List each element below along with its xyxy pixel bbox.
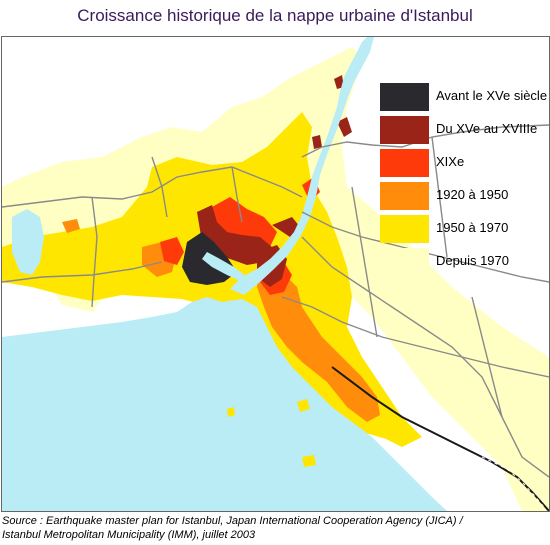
legend-item: XIXe xyxy=(378,149,549,177)
lake xyxy=(12,209,44,275)
legend-item: 1950 à 1970 xyxy=(378,215,549,243)
legend-swatch xyxy=(380,215,429,243)
legend-swatch xyxy=(380,182,429,210)
legend-item: Depuis 1970 xyxy=(378,248,549,276)
legend-swatch xyxy=(380,248,429,276)
legend-swatch xyxy=(380,149,429,177)
legend-item: Avant le XVe siècle xyxy=(378,83,549,111)
roads xyxy=(2,124,549,478)
golden-horn xyxy=(202,252,247,282)
map-title: Croissance historique de la nappe urbain… xyxy=(77,6,473,25)
railway xyxy=(331,366,549,511)
legend-item: Du XVe au XVIIIe xyxy=(378,116,549,144)
legend-swatch xyxy=(380,83,429,111)
legend-swatch xyxy=(380,116,429,144)
legend-label: 1950 à 1970 xyxy=(436,220,509,235)
source-citation: Source : Earthquake master plan for Ista… xyxy=(2,514,463,542)
water xyxy=(2,37,447,511)
source-line-1: Source : Earthquake master plan for Ista… xyxy=(2,515,463,527)
islands xyxy=(227,399,316,467)
sea-of-marmara xyxy=(2,297,447,511)
legend-label: 1920 à 1950 xyxy=(436,187,509,202)
legend-label: Depuis 1970 xyxy=(436,253,509,268)
legend-item: 1920 à 1950 xyxy=(378,182,549,210)
legend-label: Avant le XVe siècle xyxy=(436,88,548,103)
bosphorus xyxy=(230,37,374,295)
legend-label: Du XVe au XVIIIe xyxy=(436,121,538,136)
source-line-2: Istanbul Metropolitan Municipality (IMM)… xyxy=(2,529,256,541)
railway-ties xyxy=(481,456,545,508)
legend-label: XIXe xyxy=(436,154,465,169)
urban-growth-map: Avant le XVe siècle Du XVe au XVIIIe XIX… xyxy=(1,36,550,512)
map-canvas xyxy=(2,37,549,511)
